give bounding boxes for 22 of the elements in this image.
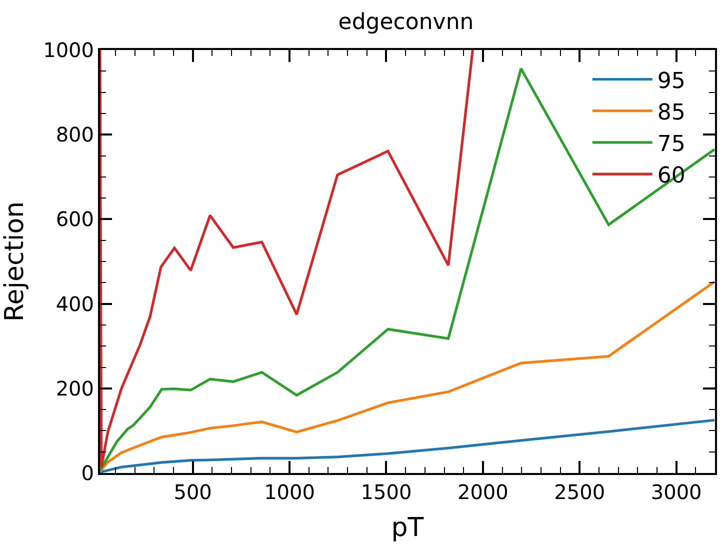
x-tick-label: 500 — [174, 480, 212, 504]
y-tick-label: 400 — [56, 292, 94, 316]
x-axis-title: pT — [391, 513, 424, 544]
legend-label: 95 — [657, 68, 686, 94]
chart-title: edgeconvnn — [338, 10, 474, 36]
x-tick-label: 2500 — [554, 480, 606, 504]
y-tick-label: 200 — [56, 376, 94, 400]
x-tick-label: 2000 — [457, 480, 508, 504]
legend-label: 75 — [657, 132, 686, 158]
legend-label: 85 — [657, 100, 686, 126]
y-tick-label: 800 — [56, 122, 94, 147]
line-series — [100, 50, 474, 468]
x-tick-label: 3000 — [650, 480, 702, 504]
x-tick-label: 1000 — [264, 480, 315, 504]
y-tick-label: 600 — [56, 207, 94, 232]
y-axis-title: Rejection — [0, 201, 30, 322]
y-tick-label: 1000 — [43, 38, 94, 62]
line-series — [100, 418, 715, 473]
y-tick-label: 0 — [81, 461, 94, 485]
x-tick-label: 1500 — [360, 480, 412, 504]
line-series — [100, 280, 715, 473]
line-series — [100, 67, 715, 472]
